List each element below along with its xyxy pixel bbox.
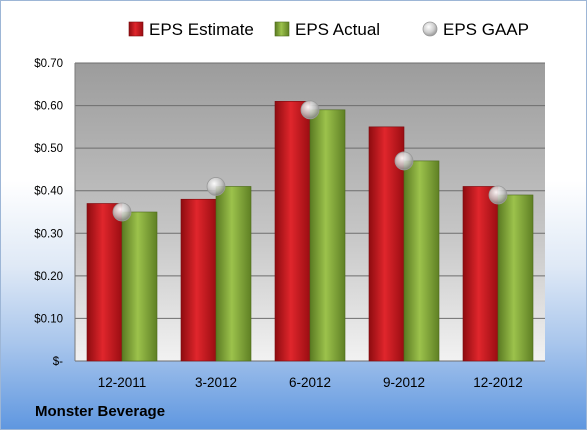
x-category-label: 12-2011 (98, 375, 147, 390)
x-category-label: 12-2012 (473, 375, 523, 390)
bar-eps-actual (403, 160, 440, 362)
legend-label: EPS Actual (295, 20, 380, 39)
y-tick-label: $0.10 (34, 313, 63, 325)
y-tick-label: $- (53, 356, 63, 368)
bar-eps-actual (121, 211, 158, 362)
x-category-label: 9-2012 (383, 375, 425, 390)
marker-eps-gaap (300, 100, 320, 120)
y-tick-label: $0.50 (34, 143, 63, 155)
legend-label: EPS GAAP (443, 20, 529, 39)
bars (86, 101, 534, 362)
marker-eps-gaap (206, 177, 226, 196)
axes: $- $0.10 $0.20 $0.30 $0.40 $0.50 $0.60 $0.70 12-… (34, 58, 523, 390)
bar-eps-estimate (86, 203, 123, 362)
gaap-markers (112, 100, 508, 222)
y-tick-label: $0.20 (34, 271, 63, 283)
x-category-label: 6-2012 (289, 375, 331, 390)
bar-eps-actual (309, 109, 346, 362)
y-tick-label: $0.60 (34, 101, 63, 113)
bar-eps-estimate (274, 101, 311, 362)
marker-eps-gaap (112, 202, 132, 222)
marker-eps-gaap (488, 185, 508, 205)
y-tick-label: $0.30 (34, 228, 63, 240)
legend-label: EPS Estimate (149, 20, 254, 39)
y-tick-label: $0.70 (34, 58, 63, 70)
x-category-label: 3-2012 (195, 375, 237, 390)
legend: EPS Estimate EPS Actual EPS GAAP (128, 20, 529, 39)
legend-swatch (422, 21, 438, 37)
bar-eps-estimate (462, 186, 499, 362)
legend-swatch (128, 21, 144, 37)
legend-swatch (274, 21, 290, 37)
company-label: Monster Beverage (35, 403, 166, 420)
marker-eps-gaap (394, 151, 414, 171)
bar-eps-actual (215, 186, 252, 362)
bar-eps-estimate (180, 198, 217, 362)
y-tick-label: $0.40 (34, 186, 63, 198)
bar-eps-actual (497, 194, 534, 362)
